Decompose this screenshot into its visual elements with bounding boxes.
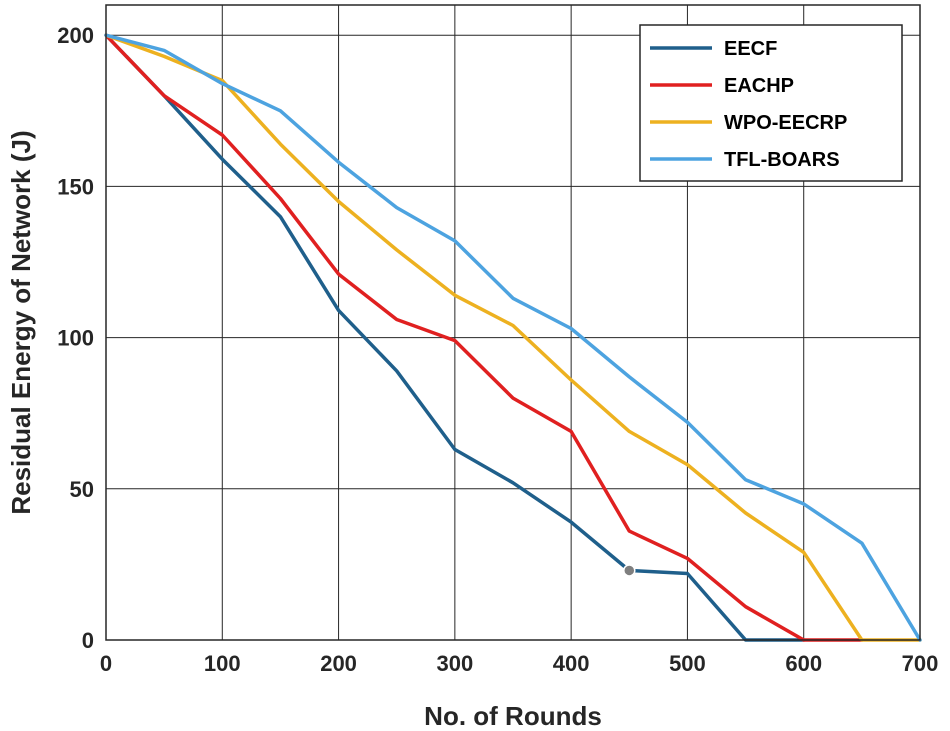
- x-tick-label: 600: [785, 651, 822, 676]
- x-tick-label: 400: [553, 651, 590, 676]
- plot-frame: [105, 4, 921, 641]
- x-tick-label: 100: [204, 651, 241, 676]
- y-tick-label: 200: [57, 23, 94, 48]
- legend: EECF EACHP WPO-EECRP TFL-BOARS: [639, 24, 903, 182]
- y-tick-label: 0: [82, 628, 94, 653]
- series-line-wpo-eecrp: [104, 33, 922, 642]
- y-axis-label: Residual Energy of Network (J): [6, 130, 36, 514]
- y-tick-label: 100: [57, 326, 94, 351]
- y-tick-labels: 0 50 100 150 200: [57, 23, 94, 653]
- series-line-eecf: [104, 33, 806, 642]
- y-tick-label: 50: [70, 477, 94, 502]
- legend-label-eachp: EACHP: [724, 75, 794, 97]
- series-line-tfl-boars: [104, 33, 922, 642]
- x-axis-label: No. of Rounds: [424, 701, 602, 731]
- x-tick-label: 500: [669, 651, 706, 676]
- y-tick-label: 150: [57, 174, 94, 199]
- x-tick-label: 0: [100, 651, 112, 676]
- legend-box: [639, 24, 903, 182]
- data-point-marker: [623, 564, 636, 577]
- x-tick-labels: 0 100 200 300 400 500 600 700: [100, 651, 938, 676]
- legend-label-wpo-eecrp: WPO-EECRP: [724, 112, 847, 134]
- legend-label-tfl-boars: TFL-BOARS: [724, 149, 840, 171]
- annotation-markers: [623, 564, 636, 577]
- series-lines: [104, 33, 922, 642]
- series-line-eachp: [104, 33, 864, 642]
- x-tick-label: 200: [320, 651, 357, 676]
- x-tick-label: 300: [436, 651, 473, 676]
- x-tick-label: 700: [902, 651, 939, 676]
- legend-label-eecf: EECF: [724, 38, 777, 60]
